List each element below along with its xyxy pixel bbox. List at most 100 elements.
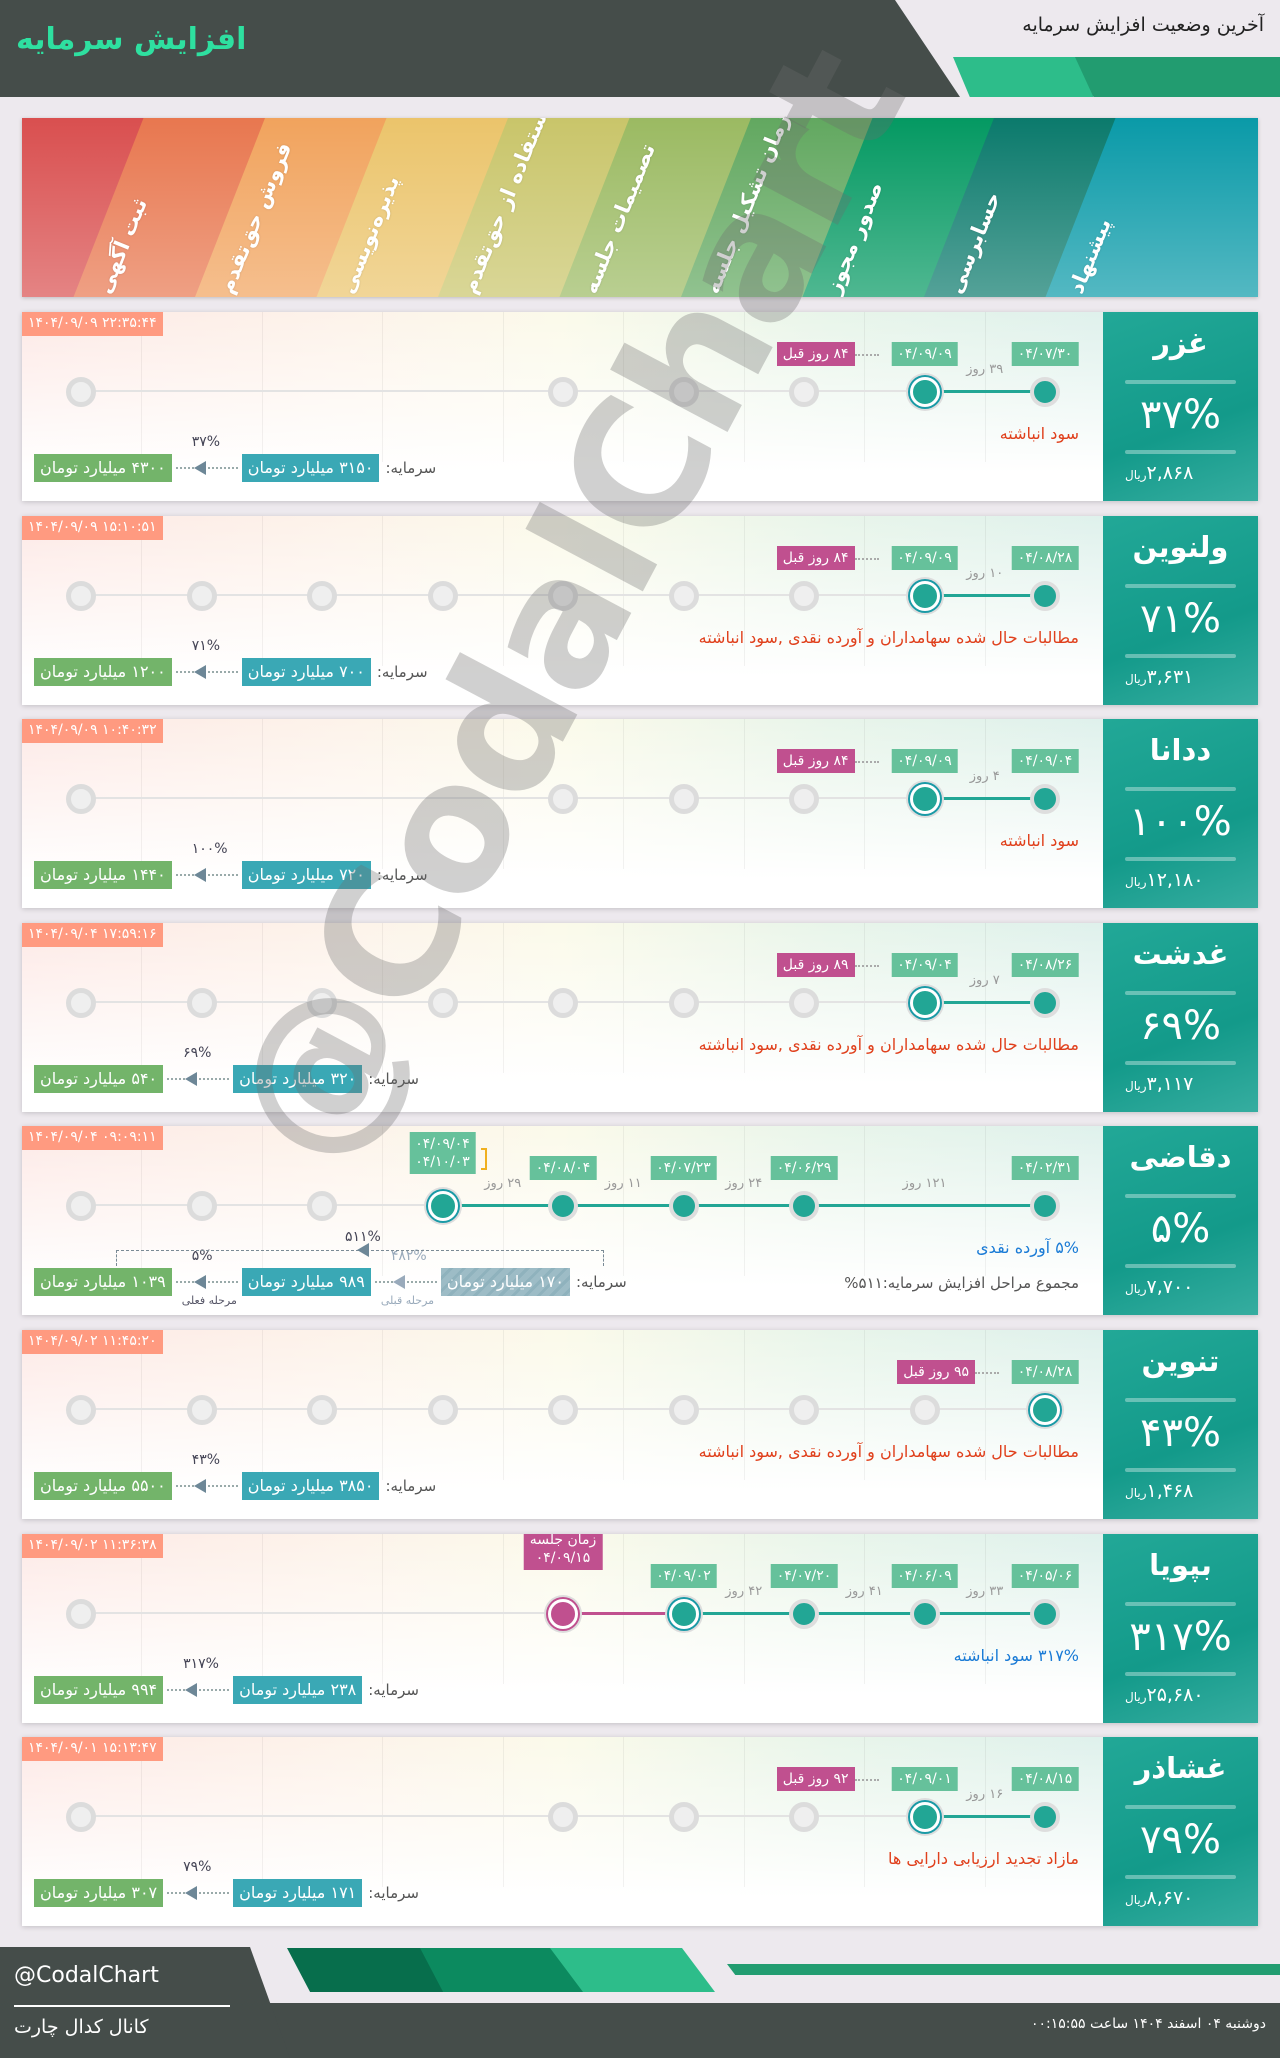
stock-card[interactable]: زمان جلسه ۰۴/۰۹/۱۵ ۰۴/۰۹/۰۲ ۰۴/۰۷/۲۰ ۰۴/۰۶/… <box>22 1533 1258 1723</box>
stage-node-pending[interactable] <box>548 987 578 1018</box>
badge-connector <box>975 1372 999 1374</box>
stage-node-pending[interactable] <box>789 1802 819 1833</box>
stage-node-pending[interactable] <box>668 1802 699 1833</box>
stock-symbol[interactable]: غدشت <box>1132 936 1229 971</box>
stage-node-pending[interactable] <box>548 1395 578 1425</box>
stage-node-pending[interactable] <box>307 1191 337 1222</box>
stage-node-pending[interactable] <box>789 580 819 611</box>
stage-node-done[interactable] <box>548 1191 578 1222</box>
stage-node-pending[interactable] <box>548 377 578 407</box>
stage-node-done[interactable] <box>789 1191 819 1222</box>
stock-symbol[interactable]: بپویا <box>1149 1547 1212 1582</box>
stage-node-done[interactable] <box>1030 987 1060 1018</box>
stage-node-pending[interactable] <box>427 580 458 611</box>
stock-card[interactable]: ۰۴/۰۹/۰۹ ۰۴/۰۹/۰۴ ۴ روز ۸۴ روز قبل سود انباش… <box>22 719 1258 909</box>
capital-change-row: ۱۴۴۰ میلیارد تومان ۱۰۰% ۷۲۰ میلیارد تومان س… <box>34 841 428 890</box>
stage-node-pending[interactable] <box>427 1395 458 1425</box>
stage-node-pending[interactable] <box>186 1191 217 1222</box>
arrow-left-icon <box>357 1243 369 1258</box>
stage-node-pending[interactable] <box>427 987 458 1018</box>
stock-card[interactable]: ۰۴/۰۸/۲۸ ۹۵ روز قبل مطالبات حال شده سهامدا… <box>22 1330 1258 1519</box>
stock-symbol[interactable]: ددانا <box>1149 733 1212 768</box>
stage-node-current[interactable] <box>909 377 940 407</box>
stage-node-pending[interactable] <box>668 987 699 1018</box>
stage-node-meeting[interactable] <box>548 1598 578 1629</box>
stage-node-pending[interactable] <box>186 987 217 1018</box>
channel-handle[interactable]: @CodalChart <box>14 1963 159 1988</box>
stage-node-pending[interactable] <box>66 580 96 611</box>
stage-date-label: ۰۴/۰۹/۰۴ <box>891 952 958 977</box>
stock-card[interactable]: ۰۴/۰۹/۰۴ ۰۴/۰۸/۲۶ ۷ روز ۸۹ روز قبل مطالبات ح… <box>22 922 1258 1112</box>
timeline: ۰۴/۰۹/۰۹ ۰۴/۰۹/۰۴ ۴ روز ۸۴ روز قبل سود انباش… <box>22 719 1103 909</box>
stage-node-pending[interactable] <box>789 987 819 1018</box>
stage-node-current[interactable] <box>427 1191 458 1222</box>
stage-node-current[interactable] <box>909 784 940 815</box>
stage-node-current[interactable] <box>909 580 940 611</box>
stage-node-pending[interactable] <box>66 377 96 407</box>
stage-node-pending[interactable] <box>66 1598 96 1629</box>
new-capital-box: ۴۳۰۰ میلیارد تومان <box>34 454 172 482</box>
stock-price: ۷,۷۰۰ <box>1146 1276 1194 1299</box>
stage-node-current[interactable] <box>909 1802 940 1833</box>
stage-node-pending[interactable] <box>548 1802 578 1833</box>
stage-node-pending[interactable] <box>307 580 337 611</box>
stage-node-pending[interactable] <box>186 1395 217 1425</box>
stage-node-done[interactable] <box>789 1598 819 1629</box>
stock-card[interactable]: ۰۴/۰۹/۰۴ ۰۴/۱۰/۰۳ ۰۴/۰۸/۰۴ ۰۴/۰۷/۲۳ ۰۴/۰۶/۲… <box>22 1126 1258 1316</box>
stage-column-divider <box>502 515 504 666</box>
stage-node-pending[interactable] <box>307 987 337 1018</box>
stage-node-pending[interactable] <box>66 987 96 1018</box>
new-capital-box: ۳۰۷ میلیارد تومان <box>34 1879 164 1908</box>
stock-card[interactable]: ۰۴/۰۹/۰۹ ۰۴/۰۸/۲۸ ۱۰ روز ۸۴ روز قبل مطالبات … <box>22 515 1258 705</box>
stage-node-current[interactable] <box>668 1598 699 1629</box>
stage-node-pending[interactable] <box>307 1395 337 1425</box>
stage-node-pending[interactable] <box>66 1395 96 1425</box>
stage-node-done[interactable] <box>1030 1598 1060 1629</box>
stock-symbol[interactable]: تنوین <box>1141 1344 1220 1378</box>
stage-node-pending[interactable] <box>668 580 699 611</box>
days-ago-badge: ۸۴ روز قبل <box>776 749 855 774</box>
stage-node-pending[interactable] <box>548 784 578 815</box>
stock-symbol[interactable]: غشاذر <box>1134 1751 1227 1786</box>
stock-symbol[interactable]: غزر <box>1153 326 1208 360</box>
increase-percent: ۷۹% <box>183 1859 212 1876</box>
progress-segment <box>924 1000 1045 1004</box>
stock-symbol[interactable]: ولنوین <box>1132 529 1229 564</box>
stage-node-pending[interactable] <box>66 1802 96 1833</box>
stage-column-divider <box>984 1737 986 1888</box>
stage-node-pending[interactable] <box>909 1395 940 1425</box>
increase-arrow: ۷۹% <box>163 1859 233 1907</box>
stage-node-pending[interactable] <box>668 377 699 407</box>
stock-symbol[interactable]: دقاضی <box>1129 1140 1232 1175</box>
stage-node-pending[interactable] <box>186 580 217 611</box>
stock-card[interactable]: ۰۴/۰۹/۰۹ ۰۴/۰۷/۳۰ ۳۹ روز ۸۴ روز قبل سود انبا… <box>22 312 1258 501</box>
stage-node-done[interactable] <box>1030 377 1060 407</box>
total-increase-summary: مجموع مراحل افزایش سرمایه:۵۱۱% <box>844 1274 1079 1293</box>
stage-date-label: ۰۴/۰۵/۰۶ <box>1011 1563 1079 1588</box>
new-capital-box: ۱۴۴۰ میلیارد تومان <box>34 861 172 890</box>
progress-segment <box>924 1815 1045 1819</box>
days-between-label: ۳۹ روز <box>966 362 1004 377</box>
stage-node-pending[interactable] <box>789 1395 819 1425</box>
stage-column-divider <box>502 1126 504 1277</box>
stage-node-current[interactable] <box>909 987 940 1018</box>
announcement-timestamp: ۱۴۰۴/۰۹/۰۹ ۲۲:۳۵:۴۴ <box>22 312 163 336</box>
stock-card[interactable]: ۰۴/۰۹/۰۱ ۰۴/۰۸/۱۵ ۱۶ روز ۹۲ روز قبل مازاد تج… <box>22 1737 1258 1927</box>
stage-column-divider <box>261 1126 263 1277</box>
stage-node-done[interactable] <box>668 1191 699 1222</box>
old-capital-box: ۱۷۱ میلیارد تومان <box>233 1879 363 1908</box>
new-capital-box: ۹۹۴ میلیارد تومان <box>34 1675 164 1704</box>
stage-node-done[interactable] <box>1030 1802 1060 1833</box>
stage-node-pending[interactable] <box>66 784 96 815</box>
stage-node-pending[interactable] <box>548 580 578 611</box>
stage-node-done[interactable] <box>909 1598 940 1629</box>
stage-node-pending[interactable] <box>789 784 819 815</box>
stage-node-done[interactable] <box>1030 1191 1060 1222</box>
stage-node-pending[interactable] <box>66 1191 96 1222</box>
stage-node-done[interactable] <box>1030 784 1060 815</box>
stage-node-pending[interactable] <box>668 784 699 815</box>
stage-node-current[interactable] <box>1030 1395 1060 1425</box>
stage-node-pending[interactable] <box>668 1395 699 1425</box>
stage-node-done[interactable] <box>1030 580 1060 611</box>
stage-node-pending[interactable] <box>789 377 819 407</box>
